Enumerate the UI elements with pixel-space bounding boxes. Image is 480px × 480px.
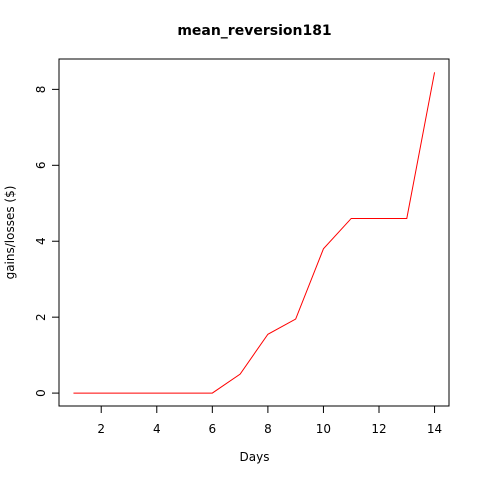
- x-tick-label: 8: [264, 422, 272, 436]
- series-line: [73, 72, 436, 394]
- x-tick-label: 14: [427, 422, 442, 436]
- y-axis: 0 2 4 6 8: [34, 86, 59, 397]
- y-tick-label: 0: [34, 389, 48, 397]
- series-layer: [73, 72, 436, 394]
- y-axis-label: gains/losses ($): [3, 186, 17, 280]
- x-axis: 2 4 6 8 10 12 14: [97, 406, 442, 436]
- y-tick-label: 4: [34, 237, 48, 245]
- y-tick-label: 8: [34, 86, 48, 94]
- chart-title: mean_reversion181: [177, 23, 331, 39]
- y-tick-label: 2: [34, 313, 48, 321]
- x-tick-label: 10: [316, 422, 331, 436]
- x-tick-label: 2: [97, 422, 105, 436]
- x-tick-label: 6: [209, 422, 217, 436]
- x-axis-label: Days: [240, 450, 270, 464]
- x-tick-label: 12: [371, 422, 386, 436]
- y-tick-label: 6: [34, 161, 48, 169]
- x-tick-label: 4: [153, 422, 161, 436]
- plot-frame: [58, 58, 450, 407]
